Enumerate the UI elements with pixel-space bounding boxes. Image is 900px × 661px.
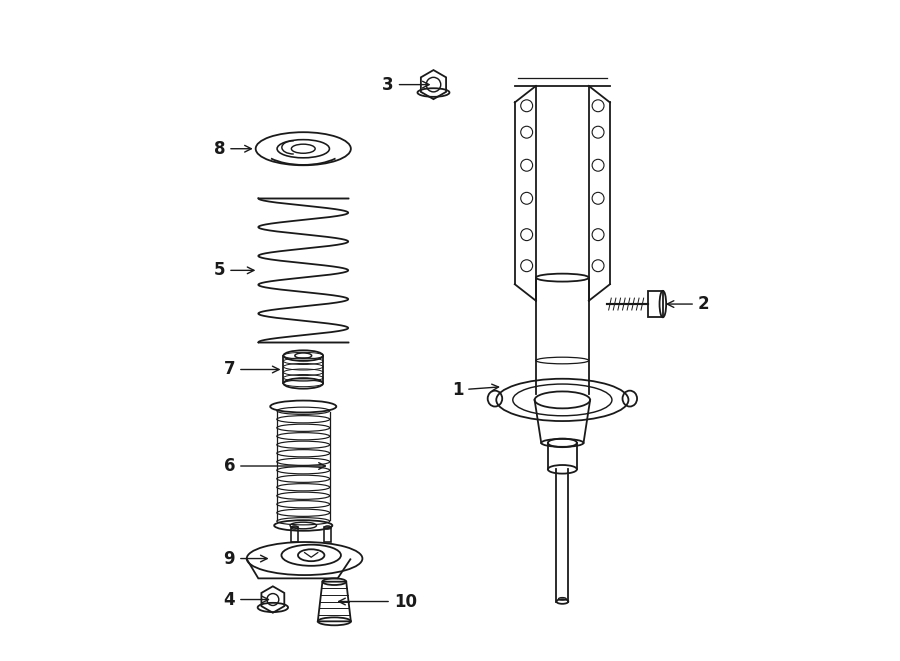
Bar: [324, 527, 331, 542]
Text: 3: 3: [382, 75, 429, 94]
Text: 6: 6: [224, 457, 326, 475]
Text: 7: 7: [223, 360, 279, 379]
Bar: [292, 527, 298, 542]
Text: 8: 8: [214, 139, 251, 158]
Text: 4: 4: [223, 590, 268, 609]
Text: 1: 1: [452, 381, 499, 399]
Text: 10: 10: [338, 592, 417, 611]
Text: 9: 9: [223, 549, 267, 568]
Text: 5: 5: [214, 261, 254, 280]
Text: 2: 2: [667, 295, 709, 313]
